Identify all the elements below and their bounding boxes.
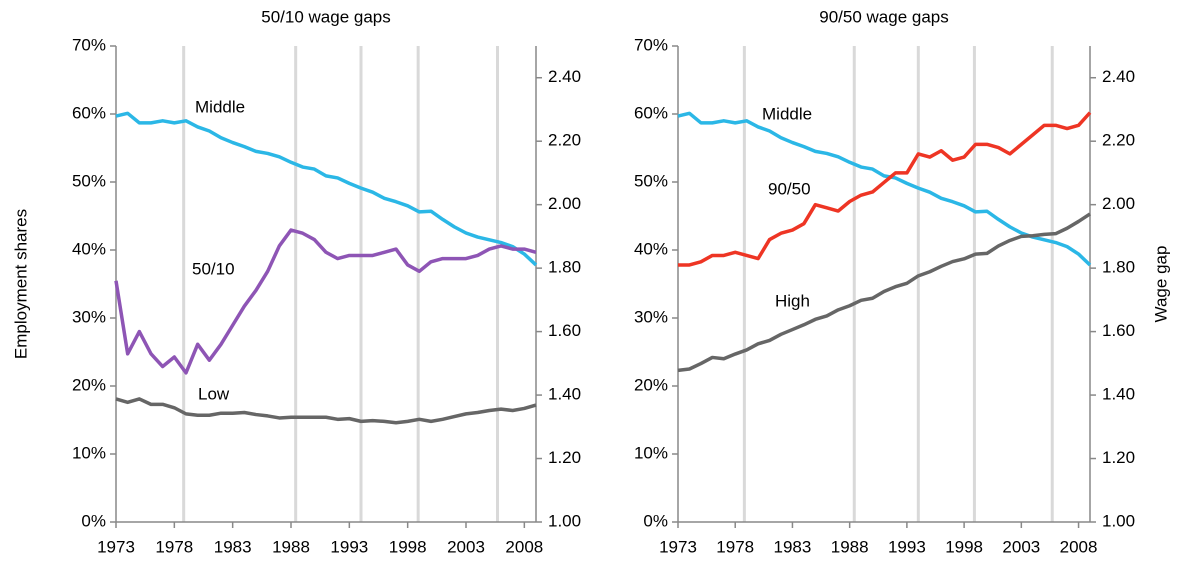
x-tick-label: 1978: [716, 537, 754, 556]
y-tick-label: 20%: [634, 375, 668, 394]
x-tick-label: 1983: [774, 537, 812, 556]
series-label: Middle: [762, 104, 812, 123]
x-tick-label: 2003: [1002, 537, 1040, 556]
y2-tick-label: 1.20: [1102, 448, 1135, 467]
y2-tick-label: 1.80: [548, 258, 581, 277]
x-tick-label: 1998: [389, 537, 427, 556]
series-line: [677, 111, 1092, 267]
y2-tick-label: 2.20: [1102, 131, 1135, 150]
y-tick-label: 50%: [634, 171, 668, 190]
y-tick-label: 30%: [634, 307, 668, 326]
series-label: 50/10: [192, 259, 235, 278]
y2-tick-label: 1.00: [1102, 511, 1135, 530]
y-tick-label: 10%: [634, 443, 668, 462]
y2-tick-label: 2.40: [548, 67, 581, 86]
x-tick-label: 2008: [505, 537, 543, 556]
y2-tick-label: 2.40: [1102, 67, 1135, 86]
y2-tick-label: 1.80: [1102, 258, 1135, 277]
y2-tick-label: 2.00: [1102, 194, 1135, 213]
y-tick-label: 40%: [634, 239, 668, 258]
series-line: [677, 212, 1091, 373]
chart-title: 90/50 wage gaps: [819, 7, 949, 26]
series-line: [678, 111, 1092, 267]
x-tick-label: 1973: [659, 537, 697, 556]
y-tick-label: 20%: [72, 375, 106, 394]
y2-tick-label: 1.20: [548, 448, 581, 467]
x-tick-label: 1993: [330, 537, 368, 556]
y-tick-label: 0%: [643, 511, 668, 530]
chart-title: 50/10 wage gaps: [261, 7, 391, 26]
y-tick-label: 40%: [72, 239, 106, 258]
y-tick-label: 10%: [72, 443, 106, 462]
y2-tick-label: 1.60: [1102, 321, 1135, 340]
x-tick-label: 1978: [155, 537, 193, 556]
y2-tick-label: 1.60: [548, 321, 581, 340]
x-tick-label: 1993: [888, 537, 926, 556]
y-tick-label: 50%: [72, 171, 106, 190]
y2-tick-label: 1.40: [548, 385, 581, 404]
x-tick-label: 1973: [97, 537, 135, 556]
x-tick-label: 1983: [214, 537, 252, 556]
series-label: Middle: [195, 97, 245, 116]
y-tick-label: 60%: [634, 103, 668, 122]
y-tick-label: 0%: [81, 511, 106, 530]
x-tick-label: 2003: [447, 537, 485, 556]
x-tick-label: 1988: [272, 537, 310, 556]
y-axis-label: Employment shares: [11, 209, 30, 359]
y2-tick-label: 2.00: [548, 194, 581, 213]
x-tick-label: 1988: [831, 537, 869, 556]
y2-axis-label: Wage gap: [1151, 246, 1170, 323]
y-tick-label: 70%: [634, 35, 668, 54]
x-tick-label: 2008: [1060, 537, 1098, 556]
y-tick-label: 30%: [72, 307, 106, 326]
series-line: [115, 111, 538, 267]
series-label: Low: [198, 384, 230, 403]
series-line: [115, 397, 537, 425]
y2-tick-label: 1.00: [548, 511, 581, 530]
series-line: [114, 228, 537, 375]
series-label: High: [775, 291, 810, 310]
y2-tick-label: 1.40: [1102, 385, 1135, 404]
x-tick-label: 1998: [945, 537, 983, 556]
y-tick-label: 60%: [72, 103, 106, 122]
y2-tick-label: 2.20: [548, 131, 581, 150]
series-label: 90/50: [768, 179, 811, 198]
y-tick-label: 70%: [72, 35, 106, 54]
